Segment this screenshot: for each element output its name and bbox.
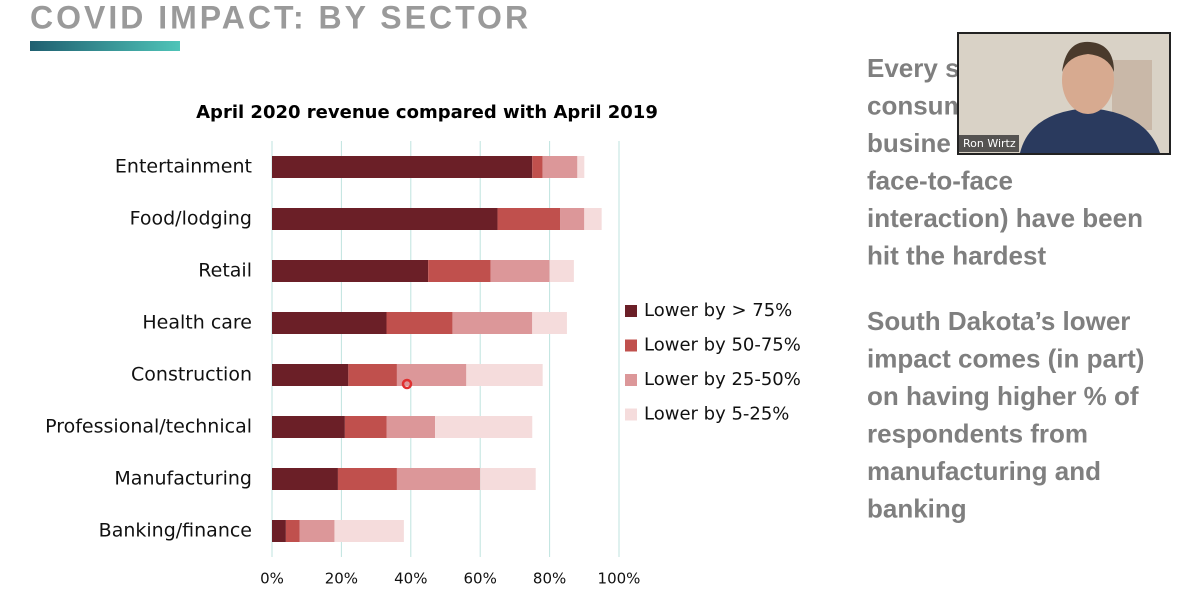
side-line: hit the hardest [867, 240, 1046, 270]
bar-segment [386, 312, 453, 334]
name-tag-bg [959, 135, 1019, 152]
side-line: banking [867, 493, 967, 523]
bar-segment [272, 260, 429, 282]
bar-segment [337, 468, 397, 490]
bar-segment [435, 416, 533, 438]
bar-segment [452, 312, 533, 334]
x-tick-label: 100% [598, 570, 641, 588]
bar-segment [348, 364, 397, 386]
bar-segment [396, 468, 481, 490]
bar-segment [272, 520, 286, 542]
bar-segment [272, 156, 533, 178]
person-hair [1062, 41, 1114, 72]
y-tick-label: Construction [131, 364, 252, 386]
legend-swatch [625, 374, 637, 386]
side-text: Every s consum busine face-to-face interacti… [867, 53, 1144, 524]
bar-segment [560, 208, 585, 230]
bar-segment [466, 364, 543, 386]
y-tick-label: Retail [198, 260, 252, 282]
bar-segment [490, 260, 550, 282]
side-line: interaction) have been [867, 203, 1143, 233]
legend-swatch [625, 339, 637, 352]
side-line: manufacturing and [867, 456, 1101, 486]
bar-segment [542, 156, 578, 178]
y-tick-label: Professional/technical [45, 416, 252, 438]
y-tick-label: Entertainment [115, 156, 252, 178]
bar-segment [334, 520, 404, 542]
y-tick-label: Health care [142, 312, 252, 334]
side-line: South Dakota’s lower [867, 306, 1130, 336]
bar-segment [272, 312, 387, 334]
bar-segment [549, 260, 574, 282]
bar-segment [480, 468, 536, 490]
bar-segment [386, 416, 436, 438]
legend-label: Lower by > 75% [644, 300, 792, 321]
side-line: on having higher % of [867, 381, 1139, 411]
cursor [401, 378, 413, 390]
bar-segment [299, 520, 335, 542]
side-line: Every s [867, 53, 960, 83]
side-line: respondents from [867, 418, 1088, 448]
side-line: consum [867, 90, 967, 120]
bar-segment [532, 312, 567, 334]
bar-segment [272, 208, 498, 230]
bar-segment [396, 364, 467, 386]
bar-segment [285, 520, 300, 542]
bar-segment [497, 208, 561, 230]
y-tick-label: Banking/finance [99, 520, 252, 542]
bar-segment [272, 416, 345, 438]
chart-title: April 2020 revenue compared with April 2… [196, 102, 658, 123]
side-line: impact comes (in part) [867, 343, 1144, 373]
person-head [1062, 46, 1114, 114]
webcam: Ron Wirtz [957, 32, 1171, 155]
legend-label: Lower by 25-50% [644, 369, 801, 390]
x-tick-label: 20% [325, 570, 358, 588]
slide-title: COVID IMPACT: BY SECTOR [30, 0, 531, 35]
x-tick-label: 60% [464, 570, 497, 588]
bar-segment [428, 260, 491, 282]
bar-segment [532, 156, 543, 178]
legend-swatch [625, 408, 637, 421]
side-line: busine [867, 128, 951, 158]
x-tick-label: 80% [533, 570, 566, 588]
bar-segment [272, 468, 338, 490]
y-tick-label: Manufacturing [114, 468, 252, 490]
legend-swatch [625, 305, 637, 317]
side-line: face-to-face [867, 165, 1013, 195]
y-tick-label: Food/lodging [130, 208, 252, 230]
bar-segment [577, 156, 585, 178]
title-underline [30, 41, 180, 51]
name-tag: Ron Wirtz [963, 137, 1016, 150]
bar-segment [584, 208, 602, 230]
x-tick-label: 0% [260, 570, 284, 588]
legend-label: Lower by 50-75% [644, 335, 801, 356]
bar-segment [272, 364, 349, 386]
legend-label: Lower by 5-25% [644, 404, 789, 425]
bar-segment [344, 416, 387, 438]
x-tick-label: 40% [394, 570, 427, 588]
person-body [1020, 108, 1160, 153]
